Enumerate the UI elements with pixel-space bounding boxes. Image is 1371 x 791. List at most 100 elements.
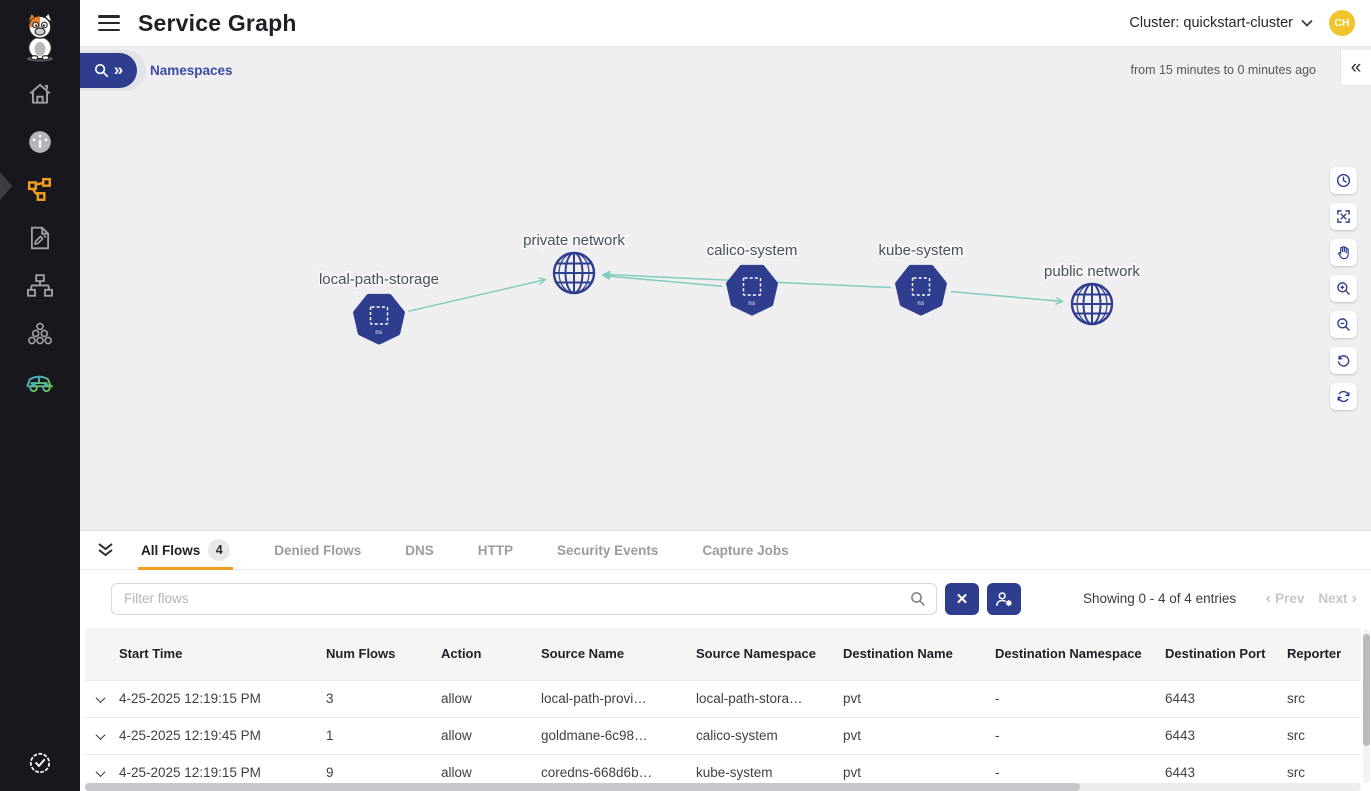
col-action[interactable]: Action (441, 628, 541, 680)
sidebar-item-certificate[interactable] (16, 749, 64, 777)
tab-security-events[interactable]: Security Events (554, 531, 661, 569)
hand-icon (1338, 246, 1349, 260)
row-expand-chevron[interactable] (95, 767, 106, 778)
sidebar-item-network[interactable] (16, 272, 64, 300)
zoom-out-icon (1337, 318, 1350, 331)
column-settings-button[interactable] (987, 582, 1021, 615)
menu-hamburger-icon[interactable] (98, 15, 120, 31)
cell-destination-namespace: - (995, 716, 1165, 754)
sidebar-item-policies[interactable] (16, 224, 64, 252)
row-expand-chevron[interactable] (95, 693, 106, 704)
col-source-namespace[interactable]: Source Namespace (696, 628, 843, 680)
graph-node-label-public-network: public network (1044, 263, 1140, 280)
tab-dns[interactable]: DNS (402, 531, 437, 569)
fit-screen-button[interactable] (1330, 203, 1357, 230)
all-flows-count-badge: 4 (208, 539, 231, 561)
page-title: Service Graph (138, 9, 297, 36)
showing-entries-label: Showing 0 - 4 of 4 entries (1083, 591, 1237, 606)
graph-edge-kube-system--public-network[interactable] (950, 290, 1062, 302)
col-expander (85, 628, 119, 680)
vertical-scrollbar[interactable] (1363, 629, 1370, 783)
flows-panel: All Flows 4 Denied Flows DNS HTTP Securi… (80, 530, 1371, 791)
refresh-icon (1337, 390, 1350, 403)
refresh-button[interactable] (1330, 383, 1357, 410)
sidebar-item-components[interactable] (16, 320, 64, 348)
badge-check-icon (29, 752, 51, 774)
service-graph-icon (27, 177, 51, 201)
cell-destination-name: pvt (843, 753, 995, 783)
cell-source-name: goldmane-6c98… (541, 716, 696, 754)
cell-reporter: src (1287, 753, 1361, 783)
collapse-panel-button[interactable] (97, 542, 114, 558)
tab-denied-flows[interactable]: Denied Flows (271, 531, 364, 569)
cell-source-namespace: local-path-stora… (696, 679, 843, 717)
service-graph-canvas[interactable]: ns local-path-storage private network ns cal… (80, 93, 1371, 530)
col-reporter[interactable]: Reporter (1287, 628, 1361, 680)
horizontal-scrollbar[interactable] (85, 783, 1361, 791)
cell-reporter: src (1287, 679, 1361, 717)
table-row[interactable]: 4-25-2025 12:19:45 PM 1 allow goldmane-6… (85, 716, 1361, 754)
vertical-scrollbar-thumb[interactable] (1363, 634, 1370, 746)
table-row[interactable]: 4-25-2025 12:19:15 PM 3 allow local-path… (85, 679, 1361, 717)
cell-action: allow (441, 679, 541, 717)
tab-all-flows[interactable]: All Flows 4 (138, 531, 234, 570)
row-expand-chevron[interactable] (95, 730, 106, 741)
col-source-name[interactable]: Source Name (541, 628, 696, 680)
prev-page-button[interactable]: ‹ Prev (1265, 589, 1305, 607)
tab-capture-jobs[interactable]: Capture Jobs (699, 531, 791, 569)
col-destination-name[interactable]: Destination Name (843, 628, 995, 680)
tab-label: DNS (405, 542, 434, 558)
filter-flows-input[interactable] (112, 591, 910, 606)
cell-action: allow (441, 716, 541, 754)
horizontal-scrollbar-thumb[interactable] (85, 783, 1080, 791)
clear-filter-button[interactable]: ✕ (945, 582, 979, 615)
table-row[interactable]: 4-25-2025 12:19:15 PM 9 allow coredns-66… (85, 753, 1361, 783)
cell-destination-port: 6443 (1165, 679, 1287, 717)
col-destination-port[interactable]: Destination Port (1165, 628, 1287, 680)
col-num-flows[interactable]: Num Flows (326, 628, 441, 680)
graph-edge-calico-system--private-network[interactable] (604, 276, 723, 288)
flows-table-wrap: Start Time Num Flows Action Source Name … (85, 628, 1361, 783)
right-panel-collapse-button[interactable]: « (1340, 50, 1371, 86)
tab-label: Denied Flows (274, 542, 362, 558)
svg-text:ns: ns (917, 301, 924, 307)
sidebar-item-compliance[interactable] (16, 368, 64, 396)
calico-cat-logo[interactable] (18, 12, 62, 62)
cluster-selector[interactable]: Cluster: quickstart-cluster (1129, 15, 1313, 31)
graph-node-kube-system[interactable]: ns (895, 264, 947, 316)
sidebar-item-service-graph[interactable] (16, 176, 64, 204)
sidebar-item-home[interactable] (16, 80, 64, 108)
graph-node-private-network[interactable] (552, 251, 596, 295)
breadcrumb[interactable]: Namespaces (150, 63, 233, 78)
graph-edge-local-path-storage--private-network[interactable] (408, 280, 545, 313)
cell-destination-name: pvt (843, 679, 995, 717)
sidebar-item-dashboard[interactable] (16, 128, 64, 156)
next-page-button[interactable]: Next › (1318, 589, 1357, 607)
cell-destination-name: pvt (843, 716, 995, 754)
col-destination-namespace[interactable]: Destination Namespace (995, 628, 1165, 680)
graph-node-label-private-network: private network (523, 232, 625, 249)
cell-destination-port: 6443 (1165, 753, 1287, 783)
zoom-out-button[interactable] (1330, 311, 1357, 338)
pan-mode-button[interactable] (1330, 239, 1357, 266)
graph-node-public-network[interactable] (1070, 282, 1114, 326)
graph-node-local-path-storage[interactable]: ns (353, 293, 405, 345)
search-icon[interactable] (910, 591, 936, 607)
time-settings-button[interactable] (1330, 167, 1357, 194)
restore-layout-button[interactable] (1330, 347, 1357, 374)
zoom-in-button[interactable] (1330, 275, 1357, 302)
tab-label: HTTP (477, 542, 514, 558)
avatar[interactable]: CH (1329, 10, 1355, 36)
flows-tabs: All Flows 4 Denied Flows DNS HTTP Securi… (80, 531, 1371, 570)
zoom-in-icon (1337, 282, 1350, 295)
tab-http[interactable]: HTTP (475, 531, 516, 569)
cell-start-time: 4-25-2025 12:19:45 PM (119, 716, 326, 754)
time-range-label: from 15 minutes to 0 minutes ago (1130, 63, 1316, 77)
graph-search-button[interactable]: » (80, 53, 137, 88)
graph-node-label-kube-system: kube-system (878, 242, 963, 259)
col-start-time[interactable]: Start Time (119, 628, 326, 680)
graph-node-calico-system[interactable]: ns (726, 264, 778, 316)
cluster-selector-label: Cluster: quickstart-cluster (1129, 15, 1293, 31)
network-hierarchy-icon (27, 274, 53, 297)
app-header: Service Graph Cluster: quickstart-cluste… (80, 0, 1371, 47)
